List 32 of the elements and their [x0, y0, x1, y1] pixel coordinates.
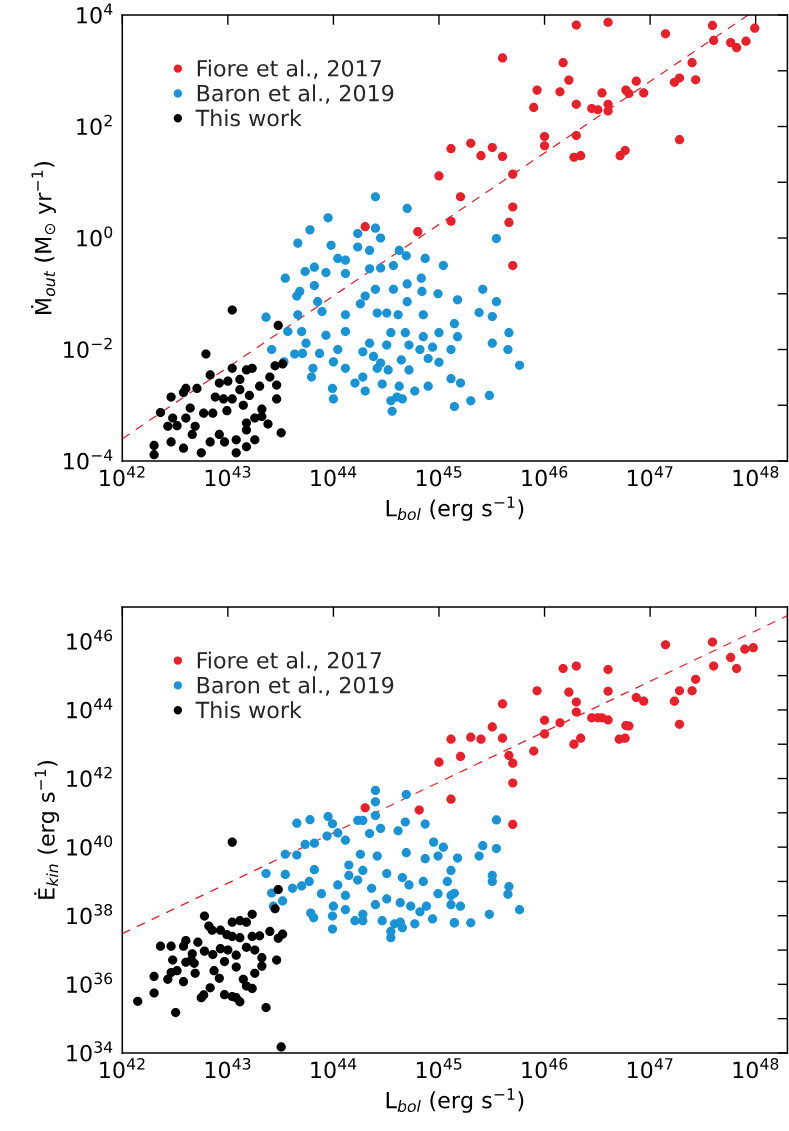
- y-tick-label: 10$^{−2}$: [64, 337, 112, 359]
- x-tick-label: 10$^{43}$: [205, 1057, 251, 1079]
- x-tick-label: 10$^{43}$: [205, 465, 251, 487]
- legend-label: Baron et al., 2019: [197, 676, 394, 696]
- x-tick-label: 10$^{44}$: [311, 466, 357, 487]
- legend-label: Fiore et al., 2017: [197, 651, 382, 671]
- legend-label: Fiore et al., 2017: [197, 59, 382, 79]
- x-tick-label: 10$^{48}$: [733, 465, 779, 487]
- legend-label: This work: [195, 109, 302, 127]
- x-tick-label: 10$^{45}$: [416, 1058, 462, 1079]
- y-axis-title: Ė$_{kin}$ (erg s$^{−1}$): [34, 761, 60, 899]
- x-axis-title: L$_{bol}$ (erg s$^{−1}$): [386, 1088, 524, 1113]
- x-tick-label: 10$^{45}$: [416, 466, 462, 487]
- x-tick-label: 10$^{46}$: [522, 1057, 568, 1079]
- y-tick-label: 10$^{40}$: [67, 835, 113, 856]
- y-tick-label: 10$^{46}$: [67, 629, 113, 650]
- y-tick-label: 10$^{36}$: [67, 972, 113, 993]
- x-tick-label: 10$^{44}$: [311, 1058, 357, 1079]
- x-tick-label: 10$^{46}$: [522, 465, 568, 487]
- y-tick-label: 10$^{0}$: [77, 226, 113, 247]
- x-tick-label: 10$^{47}$: [627, 466, 673, 487]
- y-tick-label: 10$^{4}$: [77, 3, 113, 24]
- legend-label: This work: [195, 701, 302, 719]
- y-tick-label: 10$^{44}$: [67, 698, 113, 719]
- x-axis-title: L$_{bol}$ (erg s$^{−1}$): [386, 496, 524, 521]
- y-tick-label: 10$^{2}$: [77, 114, 112, 136]
- y-axis-title: Ṁ$_{out}$ (M$_{⊙}$ yr$^{−1}$): [31, 162, 56, 314]
- y-tick-label: 10$^{42}$: [67, 766, 112, 788]
- x-tick-label: 10$^{47}$: [627, 1058, 673, 1079]
- x-tick-label: 10$^{48}$: [733, 1057, 779, 1079]
- legend-label: Baron et al., 2019: [197, 84, 394, 104]
- y-tick-label: 10$^{38}$: [67, 903, 113, 925]
